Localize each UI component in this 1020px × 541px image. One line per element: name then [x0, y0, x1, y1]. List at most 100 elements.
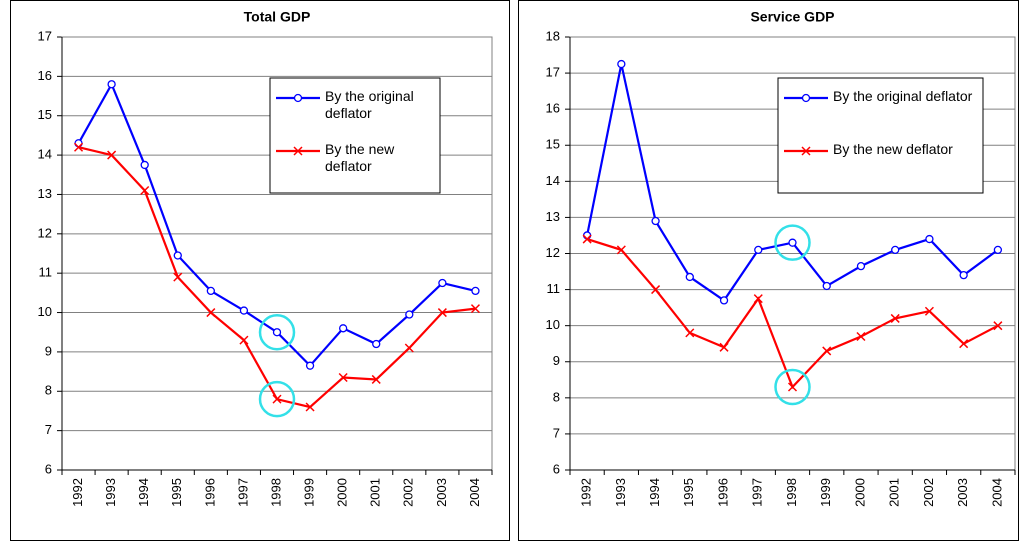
- x-tick-label: 1997: [235, 478, 250, 507]
- marker: [651, 285, 661, 295]
- y-tick-label: 16: [546, 101, 560, 116]
- y-tick-label: 10: [38, 304, 52, 319]
- x-tick-label: 2000: [852, 478, 867, 507]
- x-tick-label: 2001: [368, 478, 383, 507]
- y-tick-label: 8: [553, 389, 560, 404]
- marker: [293, 146, 303, 156]
- marker: [272, 394, 282, 404]
- marker: [305, 402, 315, 412]
- x-tick-label: 2000: [335, 478, 350, 507]
- legend-entry: By the original deflator: [833, 88, 973, 104]
- marker: [616, 245, 626, 255]
- x-tick-label: 2004: [989, 478, 1004, 507]
- x-tick-label: 2002: [401, 478, 416, 507]
- marker: [651, 216, 660, 226]
- marker: [753, 294, 763, 304]
- x-tick-label: 1998: [268, 478, 283, 507]
- y-tick-label: 12: [546, 245, 560, 260]
- x-tick-label: 1994: [647, 478, 662, 507]
- marker: [239, 306, 249, 315]
- marker: [754, 245, 763, 255]
- marker: [293, 93, 303, 103]
- marker: [107, 80, 116, 89]
- marker: [372, 339, 381, 349]
- x-tick-label: 2004: [467, 478, 482, 507]
- marker: [959, 339, 969, 349]
- chart-title: Total GDP: [244, 9, 311, 25]
- x-tick-label: 1995: [169, 478, 184, 507]
- marker: [719, 342, 729, 352]
- legend-entry: By the new deflator: [833, 141, 953, 157]
- y-tick-label: 16: [38, 68, 52, 83]
- x-tick-label: 2001: [887, 478, 902, 507]
- marker: [801, 93, 811, 103]
- x-tick-label: 1996: [202, 478, 217, 507]
- y-tick-label: 11: [39, 265, 53, 280]
- marker: [924, 306, 934, 316]
- marker: [822, 281, 831, 291]
- marker: [822, 346, 832, 356]
- y-tick-label: 6: [553, 461, 560, 476]
- highlight-circle: [774, 224, 811, 261]
- x-tick-label: 1999: [302, 478, 317, 507]
- marker: [173, 251, 182, 260]
- marker: [685, 272, 694, 282]
- marker: [404, 343, 414, 353]
- marker: [437, 308, 447, 318]
- y-tick-label: 7: [553, 425, 560, 440]
- marker: [470, 304, 480, 314]
- marker: [856, 331, 866, 342]
- marker: [471, 286, 480, 296]
- legend-entry: By the original deflator: [325, 88, 414, 121]
- y-tick-label: 17: [546, 65, 560, 80]
- marker: [371, 374, 381, 384]
- y-tick-label: 17: [38, 28, 52, 43]
- marker: [617, 59, 626, 69]
- marker: [173, 272, 183, 282]
- marker: [801, 146, 811, 156]
- x-tick-label: 1992: [70, 478, 85, 507]
- series-line: [586, 238, 999, 390]
- marker: [685, 328, 695, 338]
- marker: [925, 234, 934, 244]
- y-tick-label: 18: [546, 28, 560, 43]
- x-tick-label: 1994: [136, 478, 151, 507]
- marker: [890, 313, 900, 323]
- x-tick-label: 1993: [613, 478, 628, 507]
- marker: [74, 142, 84, 152]
- x-tick-label: 1993: [103, 478, 118, 507]
- y-tick-label: 15: [546, 137, 560, 152]
- y-tick-label: 9: [553, 353, 560, 368]
- marker: [405, 310, 414, 319]
- marker: [993, 321, 1003, 331]
- x-tick-label: 1997: [750, 478, 765, 507]
- legend-label: By the original deflator: [325, 88, 414, 121]
- y-tick-label: 14: [38, 147, 52, 162]
- highlight-circle: [774, 368, 811, 406]
- marker: [787, 382, 798, 392]
- x-tick-label: 1998: [784, 478, 799, 507]
- y-tick-label: 11: [547, 281, 561, 296]
- marker: [206, 308, 216, 318]
- marker: [788, 238, 797, 247]
- legend-label: By the new deflator: [833, 141, 953, 157]
- marker: [582, 231, 592, 240]
- marker: [993, 245, 1003, 255]
- y-tick-label: 13: [546, 209, 560, 224]
- y-tick-label: 12: [38, 225, 52, 240]
- legend-label: By the new deflator: [325, 141, 395, 174]
- x-tick-label: 1995: [681, 478, 696, 507]
- x-tick-label: 1996: [715, 478, 730, 507]
- highlight-circle: [258, 380, 296, 418]
- marker: [891, 245, 900, 255]
- marker: [438, 278, 447, 288]
- x-tick-label: 1999: [818, 478, 833, 507]
- legend-label: By the original deflator: [833, 88, 973, 104]
- y-tick-label: 9: [45, 343, 52, 358]
- chart-title: Service GDP: [750, 9, 834, 25]
- marker: [339, 324, 348, 333]
- marker: [272, 328, 282, 337]
- legend-entry: By the new deflator: [325, 141, 395, 174]
- y-tick-label: 10: [546, 317, 560, 332]
